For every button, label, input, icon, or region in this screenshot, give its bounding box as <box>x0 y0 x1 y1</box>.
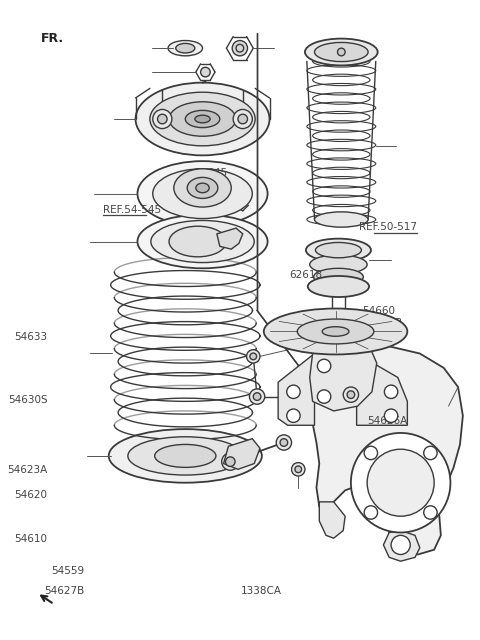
Text: 54627B: 54627B <box>44 586 84 596</box>
Ellipse shape <box>176 44 195 53</box>
Text: 54623A: 54623A <box>7 465 48 475</box>
Circle shape <box>153 109 172 129</box>
Ellipse shape <box>322 326 349 336</box>
Polygon shape <box>278 353 314 426</box>
Ellipse shape <box>168 40 203 56</box>
Ellipse shape <box>305 38 378 65</box>
Circle shape <box>276 435 291 450</box>
Circle shape <box>253 393 261 401</box>
Text: 1338CA: 1338CA <box>240 586 282 596</box>
Ellipse shape <box>135 83 270 156</box>
Ellipse shape <box>196 183 209 193</box>
Ellipse shape <box>187 177 218 198</box>
Ellipse shape <box>314 348 357 361</box>
Circle shape <box>226 457 235 467</box>
Circle shape <box>295 466 301 473</box>
Ellipse shape <box>306 239 371 262</box>
Circle shape <box>317 390 331 403</box>
Circle shape <box>424 446 437 460</box>
Ellipse shape <box>314 399 357 413</box>
Polygon shape <box>312 341 463 554</box>
Circle shape <box>391 535 410 554</box>
Text: 54645: 54645 <box>195 168 228 178</box>
Circle shape <box>347 391 355 399</box>
Circle shape <box>238 114 248 124</box>
Circle shape <box>287 385 300 399</box>
Text: 54559: 54559 <box>51 566 84 576</box>
Ellipse shape <box>314 42 368 61</box>
Ellipse shape <box>155 444 216 467</box>
Circle shape <box>343 387 359 403</box>
Text: 62618: 62618 <box>289 270 322 280</box>
Circle shape <box>201 67 210 77</box>
Ellipse shape <box>169 226 227 257</box>
Circle shape <box>232 40 248 56</box>
Ellipse shape <box>169 102 236 136</box>
Ellipse shape <box>314 212 368 227</box>
Circle shape <box>424 506 437 519</box>
Polygon shape <box>310 341 377 411</box>
Circle shape <box>337 48 345 56</box>
Ellipse shape <box>185 110 220 127</box>
Text: 54650B: 54650B <box>362 318 403 328</box>
Circle shape <box>247 349 260 363</box>
Polygon shape <box>357 353 408 426</box>
Ellipse shape <box>151 220 254 262</box>
Text: FR.: FR. <box>41 32 64 45</box>
Circle shape <box>364 506 378 519</box>
Ellipse shape <box>315 243 361 258</box>
Text: 54620: 54620 <box>15 490 48 500</box>
Ellipse shape <box>174 169 231 207</box>
Ellipse shape <box>195 115 210 123</box>
Ellipse shape <box>313 268 363 285</box>
Ellipse shape <box>137 161 268 226</box>
Ellipse shape <box>310 255 367 274</box>
Circle shape <box>233 109 252 129</box>
Polygon shape <box>217 228 243 249</box>
Circle shape <box>250 353 257 360</box>
Ellipse shape <box>150 92 255 146</box>
Circle shape <box>384 385 398 399</box>
Text: 54660: 54660 <box>362 307 396 316</box>
Text: REF.50-517: REF.50-517 <box>360 222 418 232</box>
Ellipse shape <box>137 214 268 268</box>
Circle shape <box>250 389 265 404</box>
Ellipse shape <box>128 436 243 475</box>
Text: REF.54-545: REF.54-545 <box>103 205 161 215</box>
Circle shape <box>157 114 167 124</box>
Circle shape <box>287 409 300 422</box>
Ellipse shape <box>153 169 252 218</box>
Text: 54626A: 54626A <box>367 416 407 426</box>
Circle shape <box>222 453 239 470</box>
Text: 54610: 54610 <box>15 534 48 544</box>
Circle shape <box>317 359 331 372</box>
Circle shape <box>384 409 398 422</box>
Polygon shape <box>319 502 345 538</box>
Text: 54559: 54559 <box>324 250 357 259</box>
Text: 54633: 54633 <box>14 332 48 342</box>
Circle shape <box>367 449 434 516</box>
Polygon shape <box>384 531 420 561</box>
Circle shape <box>364 446 378 460</box>
Text: 54625B: 54625B <box>367 496 407 506</box>
Ellipse shape <box>297 319 374 344</box>
Ellipse shape <box>109 429 262 483</box>
Text: 54630S: 54630S <box>8 395 48 404</box>
Polygon shape <box>224 438 260 469</box>
Ellipse shape <box>308 276 369 297</box>
Circle shape <box>351 433 450 532</box>
Circle shape <box>280 438 288 446</box>
Circle shape <box>291 463 305 476</box>
Ellipse shape <box>264 308 408 355</box>
